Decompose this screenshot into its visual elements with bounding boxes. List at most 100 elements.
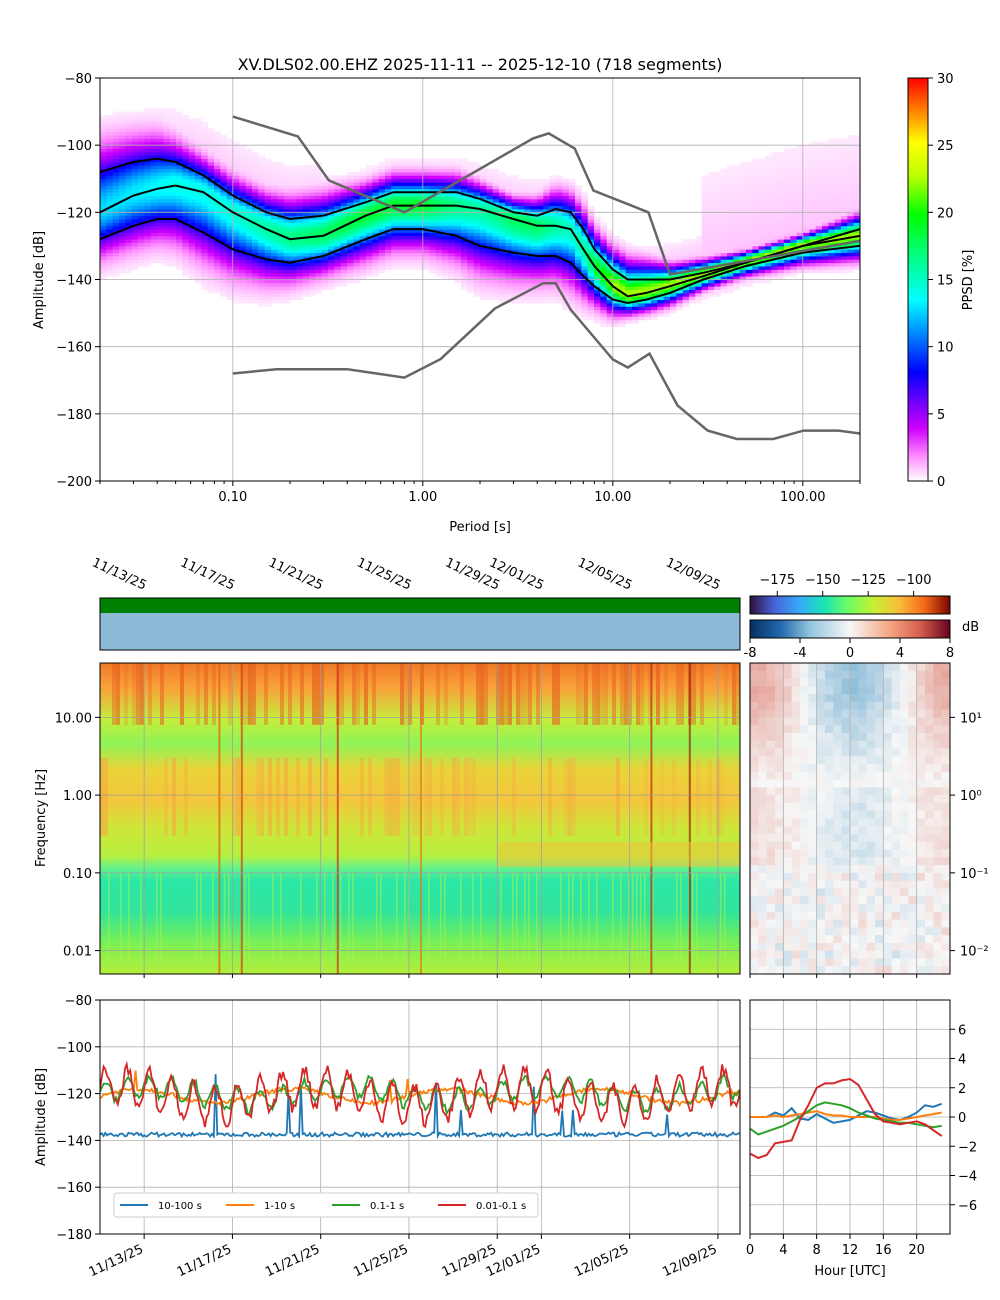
ppsd-cell bbox=[739, 215, 747, 220]
ppsd-cell bbox=[524, 185, 532, 190]
ppsd-cell bbox=[207, 252, 215, 257]
ppsd-cell bbox=[100, 135, 107, 139]
ppsd-cell bbox=[112, 168, 120, 173]
ppsd-cell bbox=[771, 205, 779, 210]
ppsd-cell bbox=[556, 225, 563, 230]
ppsd-cell bbox=[214, 131, 221, 136]
ppsd-cell bbox=[277, 286, 285, 290]
anomaly-cell bbox=[758, 701, 767, 710]
ppsd-cell bbox=[182, 202, 190, 207]
ppsd-cell bbox=[404, 182, 411, 186]
ppsd-cell bbox=[144, 208, 152, 213]
ppsd-cell bbox=[765, 249, 772, 254]
ppsd-cell bbox=[233, 219, 240, 223]
ppsd-cell bbox=[644, 252, 652, 257]
ppsd-cell bbox=[131, 219, 139, 223]
ppsd-cell bbox=[480, 242, 487, 247]
ppsd-cell bbox=[790, 232, 798, 237]
ppsd-cell bbox=[214, 161, 221, 166]
ppsd-cell bbox=[809, 262, 817, 267]
ppsd-cell bbox=[454, 172, 462, 176]
ppsd-cell bbox=[448, 249, 456, 254]
ppsd-cell bbox=[752, 255, 760, 260]
ppsd-cell bbox=[492, 249, 500, 254]
anomaly-cell bbox=[766, 771, 776, 780]
anomaly-cell bbox=[766, 740, 776, 749]
ppsd-cell bbox=[239, 222, 247, 227]
ppsd-cell bbox=[258, 245, 266, 250]
ppsd-cell bbox=[549, 255, 557, 260]
ppsd-cell bbox=[562, 178, 570, 183]
ppsd-cell bbox=[131, 135, 139, 139]
ppsd-cell bbox=[271, 255, 278, 260]
anomaly-cell bbox=[750, 942, 759, 951]
ppsd-cell bbox=[271, 198, 278, 203]
ppsd-cell bbox=[828, 161, 836, 166]
ppsd-cell bbox=[125, 148, 133, 153]
ppsd-cell bbox=[473, 202, 481, 207]
ppsd-cell bbox=[714, 232, 722, 237]
ppsd-cell bbox=[169, 219, 177, 223]
ppsd-cell bbox=[448, 272, 456, 277]
ppsd-cell bbox=[771, 255, 779, 260]
ppsd-cell bbox=[828, 178, 836, 183]
ppsd-cell bbox=[841, 266, 848, 270]
ppsd-cell bbox=[125, 208, 133, 213]
ppsd-cell bbox=[188, 252, 196, 257]
ppsd-cell bbox=[138, 252, 145, 257]
ppsd-cell bbox=[448, 192, 456, 196]
anomaly-cell bbox=[775, 725, 784, 734]
ppsd-cell bbox=[125, 239, 133, 243]
ppsd-cell bbox=[163, 255, 171, 260]
ppsd-cell bbox=[454, 235, 462, 240]
ppsd-cell bbox=[416, 198, 424, 203]
ppsd-cell bbox=[176, 172, 183, 176]
ppsd-cell bbox=[638, 289, 646, 294]
ppsd-cell bbox=[765, 198, 772, 203]
top-date-label: 12/05/25 bbox=[575, 555, 634, 593]
ppsd-cell bbox=[100, 145, 107, 149]
ppsd-cell bbox=[220, 289, 228, 294]
anomaly-cell bbox=[758, 935, 767, 944]
ppsd-cell bbox=[239, 175, 247, 180]
ppsd-cell bbox=[600, 319, 608, 324]
ppsd-cell bbox=[131, 148, 139, 153]
ppsd-cell bbox=[587, 212, 595, 217]
ppsd-cell bbox=[309, 259, 316, 264]
ppsd-cell bbox=[264, 259, 272, 264]
anomaly-cell bbox=[750, 904, 759, 913]
ppsd-cell bbox=[733, 202, 741, 207]
ppsd-cell bbox=[841, 229, 848, 233]
ppsd-cell bbox=[176, 148, 183, 153]
ppsd-cell bbox=[391, 242, 399, 247]
ppsd-cell bbox=[758, 182, 766, 186]
ppsd-cell bbox=[708, 259, 715, 264]
ppsd-cell bbox=[334, 235, 342, 240]
ppsd-cell bbox=[809, 212, 817, 217]
ppsd-cell bbox=[758, 205, 766, 210]
ppsd-cell bbox=[771, 249, 779, 254]
ppsd-cell bbox=[505, 276, 513, 280]
ppsd-cell bbox=[473, 266, 481, 270]
ppsd-cell bbox=[138, 172, 145, 176]
ppsd-cell bbox=[385, 255, 392, 260]
ppsd-cell bbox=[657, 289, 665, 294]
ppsd-cell bbox=[214, 141, 221, 146]
ppsd-cell bbox=[239, 296, 247, 301]
ppsd-cell bbox=[549, 232, 557, 237]
ppsd-cell bbox=[651, 306, 658, 311]
ppsd-cell bbox=[100, 128, 107, 133]
ppsd-cell bbox=[321, 269, 329, 274]
ppsd-cell bbox=[334, 175, 342, 180]
ppsd-cell bbox=[549, 225, 557, 230]
ppsd-cell bbox=[651, 269, 658, 274]
ppsd-cell bbox=[106, 245, 114, 250]
ppsd-cell bbox=[435, 266, 443, 270]
ppsd-cell bbox=[632, 276, 639, 280]
ppsd-cell bbox=[290, 282, 297, 287]
ppsd-cell bbox=[714, 215, 722, 220]
ppsd-cell bbox=[720, 235, 728, 240]
ppsd-cell bbox=[378, 185, 386, 190]
ppsd-cell bbox=[568, 192, 576, 196]
ppsd-cell bbox=[847, 249, 855, 254]
